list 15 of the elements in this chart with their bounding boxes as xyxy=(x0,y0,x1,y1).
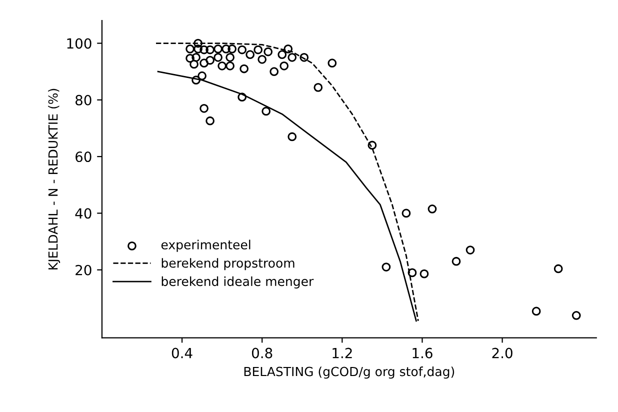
x-tick-label: 1.2 xyxy=(332,348,352,358)
x-axis-title: BELASTING (gCOD/g org stof,dag) xyxy=(244,366,454,379)
x-tick-label: 0.4 xyxy=(172,348,192,358)
x-tick-label: 0.8 xyxy=(252,348,272,358)
legend-label: experimenteel xyxy=(161,240,250,252)
legend-label: berekend propstroom xyxy=(162,258,294,270)
y-tick-label: 20 xyxy=(76,264,92,276)
y-tick-label: 40 xyxy=(75,208,92,219)
x-tick-label: 1.6 xyxy=(412,348,432,358)
y-tick-label: 100 xyxy=(67,38,92,49)
legend-label: berekend ideale menger xyxy=(162,276,314,289)
x-tick-label: 2.0 xyxy=(492,348,512,358)
y-axis-title: KJELDAHL - N - REDUKTIE (%) xyxy=(48,88,60,270)
y-tick-label: 80 xyxy=(76,94,92,106)
y-tick-label: 60 xyxy=(76,152,92,162)
